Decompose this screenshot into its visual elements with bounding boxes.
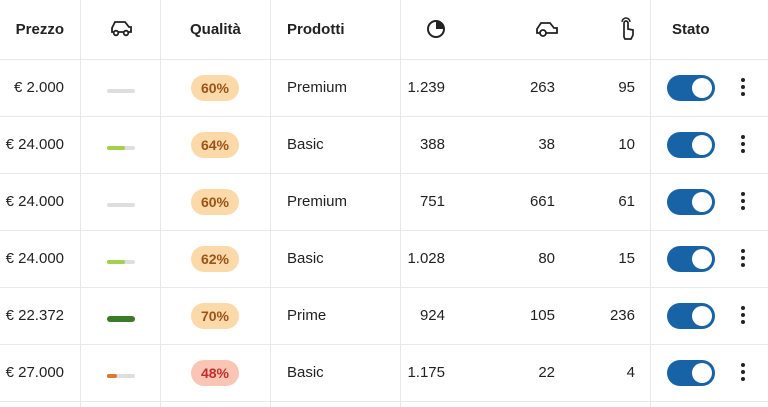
count: 105 [529,307,555,324]
menu-dot [741,199,745,203]
row-menu[interactable] [740,363,746,383]
count: 80 [538,250,555,267]
count: 236 [609,307,635,324]
count: 61 [618,193,635,210]
product: Prime [287,307,327,324]
product: Premium [287,79,348,96]
count: 661 [529,193,555,210]
menu-dot [741,256,745,260]
menu-dot [741,249,745,253]
menu-dot [741,149,745,153]
price: € 2.000 [13,79,64,96]
product: Basic [287,364,324,381]
quality-badge: 64% [191,132,239,158]
price: € 24.000 [5,250,64,267]
quality-badge: 48% [191,360,239,386]
count: 4 [626,364,635,381]
row-divider [0,344,768,345]
col-divider [160,0,161,407]
quality-badge: 60% [191,189,239,215]
bar-fill [107,374,117,378]
status-toggle[interactable] [667,132,715,158]
menu-dot [741,306,745,310]
view-icon[interactable] [535,20,559,40]
menu-dot [741,142,745,146]
menu-dot [741,263,745,267]
header-prodotti[interactable]: Prodotti [287,21,345,38]
menu-dot [741,363,745,367]
product: Basic [287,136,324,153]
count: 924 [419,307,445,324]
menu-dot [741,92,745,96]
row-menu[interactable] [740,78,746,98]
row-menu[interactable] [740,192,746,212]
header-prezzo[interactable]: Prezzo [15,21,64,38]
menu-dot [741,78,745,82]
price: € 27.000 [5,364,64,381]
status-toggle[interactable] [667,189,715,215]
product: Basic [287,250,324,267]
count: 22 [538,364,555,381]
col-divider [650,0,651,407]
count: 1.028 [407,250,445,267]
count: 15 [618,250,635,267]
count: 263 [529,79,555,96]
count: 38 [538,136,555,153]
bar-fill [107,316,135,322]
header-stato[interactable]: Stato [672,21,710,38]
bar-track [107,203,135,207]
row-divider [0,173,768,174]
bar-track [107,374,135,378]
row-divider [0,401,768,402]
row-divider [0,116,768,117]
count: 95 [618,79,635,96]
row-divider [0,230,768,231]
menu-dot [741,370,745,374]
quality-badge: 60% [191,75,239,101]
count: 751 [419,193,445,210]
menu-dot [741,192,745,196]
status-toggle[interactable] [667,303,715,329]
product: Premium [287,193,348,210]
menu-dot [741,135,745,139]
count: 10 [618,136,635,153]
bar-fill [107,146,126,150]
row-menu[interactable] [740,135,746,155]
menu-dot [741,313,745,317]
status-toggle[interactable] [667,75,715,101]
count: 1.239 [407,79,445,96]
header-qualita[interactable]: Qualità [190,21,241,38]
status-toggle[interactable] [667,246,715,272]
menu-dot [741,377,745,381]
row-divider [0,59,768,60]
menu-dot [741,320,745,324]
car-icon[interactable] [109,19,133,39]
count: 388 [419,136,445,153]
bar-track [107,89,135,93]
menu-dot [741,206,745,210]
price: € 24.000 [5,136,64,153]
count: 1.175 [407,364,445,381]
col-divider [400,0,401,407]
pie-icon[interactable] [426,19,448,41]
bar-fill [107,260,126,264]
col-divider [80,0,81,407]
price: € 24.000 [5,193,64,210]
col-divider [270,0,271,407]
row-menu[interactable] [740,306,746,326]
quality-badge: 62% [191,246,239,272]
quality-badge: 70% [191,303,239,329]
price: € 22.372 [5,307,64,324]
row-menu[interactable] [740,249,746,269]
click-icon[interactable] [618,17,636,41]
row-divider [0,287,768,288]
menu-dot [741,85,745,89]
status-toggle[interactable] [667,360,715,386]
